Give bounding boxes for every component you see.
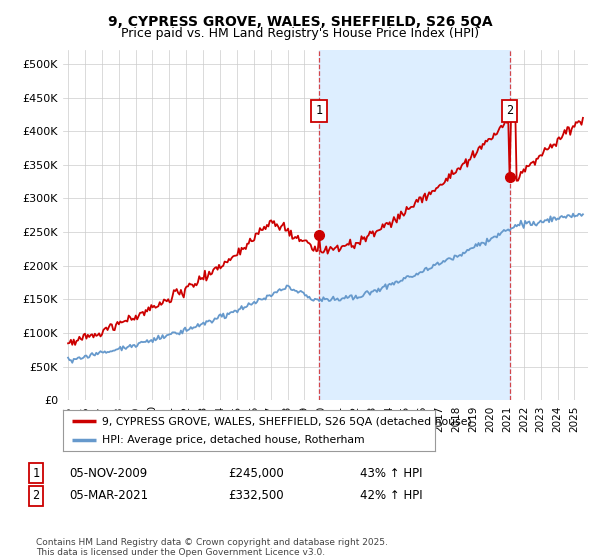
- Text: 1: 1: [32, 466, 40, 480]
- Text: 05-MAR-2021: 05-MAR-2021: [69, 489, 148, 502]
- Text: HPI: Average price, detached house, Rotherham: HPI: Average price, detached house, Roth…: [102, 435, 365, 445]
- Text: 2: 2: [506, 105, 513, 118]
- Text: Price paid vs. HM Land Registry's House Price Index (HPI): Price paid vs. HM Land Registry's House …: [121, 27, 479, 40]
- Text: 9, CYPRESS GROVE, WALES, SHEFFIELD, S26 5QA: 9, CYPRESS GROVE, WALES, SHEFFIELD, S26 …: [107, 15, 493, 29]
- Text: 1: 1: [316, 105, 323, 118]
- Text: Contains HM Land Registry data © Crown copyright and database right 2025.
This d: Contains HM Land Registry data © Crown c…: [36, 538, 388, 557]
- Text: 43% ↑ HPI: 43% ↑ HPI: [360, 466, 422, 480]
- Text: 05-NOV-2009: 05-NOV-2009: [69, 466, 147, 480]
- Text: £332,500: £332,500: [228, 489, 284, 502]
- Text: 2: 2: [32, 489, 40, 502]
- Text: 9, CYPRESS GROVE, WALES, SHEFFIELD, S26 5QA (detached house): 9, CYPRESS GROVE, WALES, SHEFFIELD, S26 …: [102, 417, 472, 426]
- Text: 42% ↑ HPI: 42% ↑ HPI: [360, 489, 422, 502]
- Bar: [319, 50, 509, 400]
- Text: £245,000: £245,000: [228, 466, 284, 480]
